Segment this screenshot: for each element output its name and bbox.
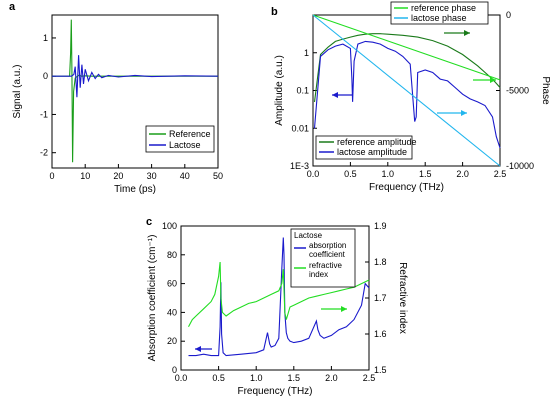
y2-tick-label: -5000 bbox=[506, 86, 529, 96]
x-tick-label: 0.0 bbox=[175, 373, 188, 383]
legend-label: refractive bbox=[309, 261, 342, 270]
x-tick-label: 50 bbox=[213, 171, 223, 181]
x-tick-label: 1.5 bbox=[288, 373, 301, 383]
y2-tick-label: 0 bbox=[506, 10, 511, 20]
x-tick-label: 2.0 bbox=[325, 373, 338, 383]
series-line-lactose-phase bbox=[312, 14, 501, 167]
x-tick-label: 1.5 bbox=[419, 169, 432, 179]
y2-tick-label: 1.8 bbox=[374, 257, 387, 267]
legend-label: Lactose bbox=[169, 140, 201, 150]
ref-amp-arrow bbox=[473, 77, 496, 83]
absorption-axis-arrow bbox=[195, 346, 212, 352]
index-axis-arrow-head bbox=[341, 306, 347, 312]
amplitude-axis-arrow bbox=[332, 92, 353, 98]
y-tick-label: -1 bbox=[40, 109, 48, 119]
y-axis-label: Amplitude (a.u.) bbox=[274, 55, 285, 126]
legend-label: reference phase bbox=[411, 3, 476, 13]
x-tick-label: 10 bbox=[80, 171, 90, 181]
y2-tick-label: 1.6 bbox=[374, 329, 387, 339]
series-line-lactose bbox=[52, 55, 219, 98]
y-tick-label: 0 bbox=[43, 71, 48, 81]
ref-phase-arrow bbox=[444, 30, 470, 36]
series-line-reference-phase bbox=[312, 14, 501, 81]
legend-label: lactose amplitude bbox=[337, 147, 407, 157]
y-tick-label: -2 bbox=[40, 148, 48, 158]
y-tick-label: 40 bbox=[167, 307, 177, 317]
ref-amp-arrow-head bbox=[490, 77, 496, 83]
panel-label-b: b bbox=[271, 6, 278, 18]
panel-label-a: a bbox=[9, 1, 16, 13]
series-line-refractive-index bbox=[188, 261, 370, 328]
legend-box bbox=[290, 228, 356, 288]
x-axis-label: Time (ps) bbox=[114, 184, 156, 195]
panel-b: 0.0 0.5 1.0 1.5 2.0 2.5 1E-3 0.01 0.1 1 0 -5000 -100… bbox=[271, 1, 550, 193]
series-line-reference-amplitude bbox=[313, 33, 501, 102]
y2-tick-label: 1.5 bbox=[374, 365, 387, 375]
y-tick-label: 1E-3 bbox=[290, 161, 309, 171]
legend-label: Reference bbox=[169, 129, 211, 139]
ref-phase-arrow-head bbox=[464, 30, 470, 36]
index-axis-arrow bbox=[321, 306, 347, 312]
y-axis-label: Signal (a.u.) bbox=[12, 65, 23, 119]
legend-label: absorption bbox=[309, 241, 346, 250]
x-axis-label: Frequency (THz) bbox=[369, 182, 444, 193]
absorption-axis-arrow-head bbox=[195, 346, 201, 352]
x-tick-label: 40 bbox=[180, 171, 190, 181]
x-tick-label: 0 bbox=[49, 171, 54, 181]
y-tick-label: 0 bbox=[172, 365, 177, 375]
panel-a: 0 10 20 30 40 50 -2 -1 0 1 Time (ps) Signal (a.u.) R… bbox=[9, 1, 223, 195]
lactose-phase-arrow-head bbox=[461, 110, 467, 116]
legend-label: reference amplitude bbox=[337, 137, 417, 147]
panel-label-c: c bbox=[146, 216, 152, 228]
x-tick-label: 30 bbox=[147, 171, 157, 181]
y-tick-label: 80 bbox=[167, 250, 177, 260]
legend-label: index bbox=[309, 270, 328, 279]
y-tick-label: 1 bbox=[43, 33, 48, 43]
legend-label: lactose phase bbox=[411, 13, 467, 23]
y2-tick-label: 1.7 bbox=[374, 293, 387, 303]
series-line-lactose-amplitude bbox=[313, 40, 501, 149]
amplitude-axis-arrow-head bbox=[332, 92, 338, 98]
x-tick-label: 20 bbox=[113, 171, 123, 181]
y2-tick-label: -10000 bbox=[506, 161, 534, 171]
y-tick-label: 0.1 bbox=[296, 86, 309, 96]
x-tick-label: 2.5 bbox=[363, 373, 376, 383]
y-axis-label: Absorption coefficient (cm⁻¹) bbox=[147, 235, 158, 362]
y-tick-label: 20 bbox=[167, 336, 177, 346]
y2-axis-label: Refractive index bbox=[397, 262, 408, 334]
lactose-phase-arrow bbox=[437, 110, 467, 116]
panel-c: 0.0 0.5 1.0 1.5 2.0 2.5 0 20 40 60 80 100 1.5 1.6 1.7 1… bbox=[146, 216, 408, 397]
x-axis-label: Frequency (THz) bbox=[237, 386, 312, 397]
x-tick-label: 2.5 bbox=[494, 169, 507, 179]
x-tick-label: 0.5 bbox=[212, 373, 225, 383]
y-tick-label: 60 bbox=[167, 279, 177, 289]
y-tick-label: 100 bbox=[162, 221, 177, 231]
x-tick-label: 1.0 bbox=[382, 169, 395, 179]
amplitude-legend-box bbox=[315, 135, 413, 160]
y2-axis-label: Phase bbox=[540, 76, 550, 105]
phase-legend-box bbox=[390, 1, 489, 25]
x-tick-label: 2.0 bbox=[456, 169, 469, 179]
legend-label: coefficient bbox=[309, 250, 346, 259]
x-tick-label: 1.0 bbox=[250, 373, 263, 383]
x-tick-label: 0.5 bbox=[344, 169, 357, 179]
y-tick-label: 0.01 bbox=[291, 123, 309, 133]
plot-frame bbox=[51, 14, 219, 169]
y-tick-label: 1 bbox=[304, 48, 309, 58]
legend-title: Lactose bbox=[294, 231, 323, 240]
legend-box bbox=[145, 125, 215, 153]
x-tick-label: 0.0 bbox=[307, 169, 320, 179]
y2-tick-label: 1.9 bbox=[374, 221, 387, 231]
